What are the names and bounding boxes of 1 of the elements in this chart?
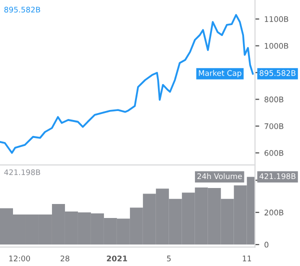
- line-series: [0, 14, 254, 154]
